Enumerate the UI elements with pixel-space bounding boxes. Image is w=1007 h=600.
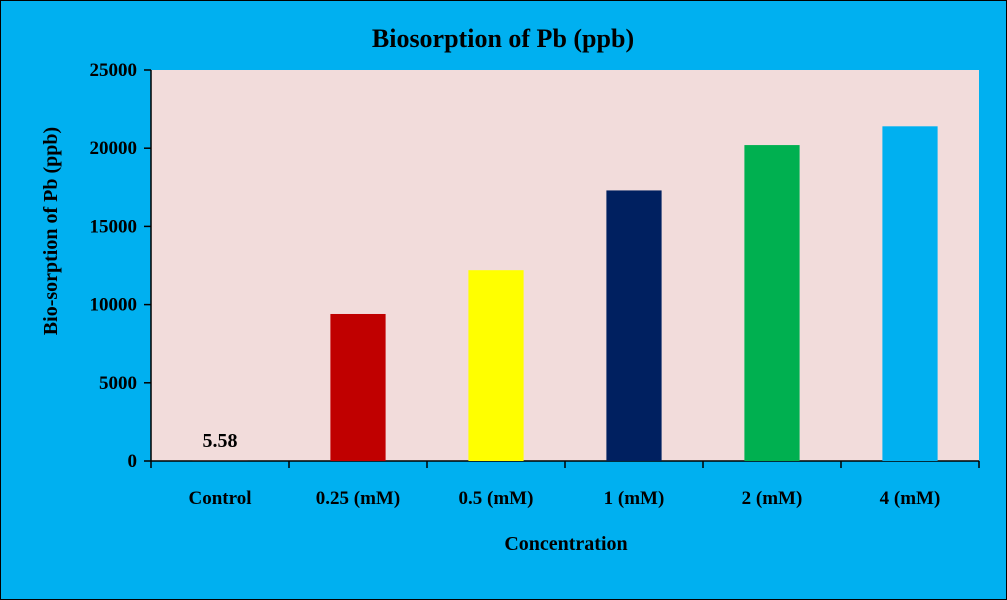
x-axis	[150, 460, 980, 468]
x-tick-label: 1 (mM)	[604, 488, 665, 509]
x-tick-label: Control	[189, 488, 252, 509]
y-tick-label: 5000	[99, 373, 137, 394]
bar-0-5-mm	[468, 270, 524, 461]
y-tick-label: 20000	[90, 138, 138, 159]
plot-area	[151, 70, 979, 461]
y-axis-title: Bio-sorption of Pb (ppb)	[40, 127, 62, 335]
x-tick-label: 2 (mM)	[742, 488, 803, 509]
y-axis: 0 5000 10000 15000 20000 25000	[90, 60, 152, 472]
x-tick-label: 4 (mM)	[880, 488, 941, 509]
y-tick-label: 10000	[90, 295, 138, 316]
chart-title: Biosorption of Pb (ppb)	[372, 24, 634, 53]
x-tick-label: 0.5 (mM)	[459, 488, 534, 509]
x-tick-label: 0.25 (mM)	[316, 488, 400, 509]
y-tick-label: 0	[128, 451, 138, 472]
data-labels: 5.58	[203, 430, 238, 452]
bar-2-mm	[744, 145, 800, 461]
x-tick-labels: Control 0.25 (mM) 0.5 (mM) 1 (mM) 2 (mM) 4 (m…	[189, 488, 941, 509]
bar-0-25-mm	[330, 313, 386, 461]
x-axis-title: Concentration	[504, 533, 627, 555]
y-tick-label: 25000	[90, 60, 138, 81]
y-tick-label: 15000	[90, 216, 138, 237]
bar-4-mm	[882, 126, 938, 461]
bars	[192, 126, 938, 462]
bar-1-mm	[606, 190, 662, 462]
data-label: 5.58	[203, 430, 238, 452]
